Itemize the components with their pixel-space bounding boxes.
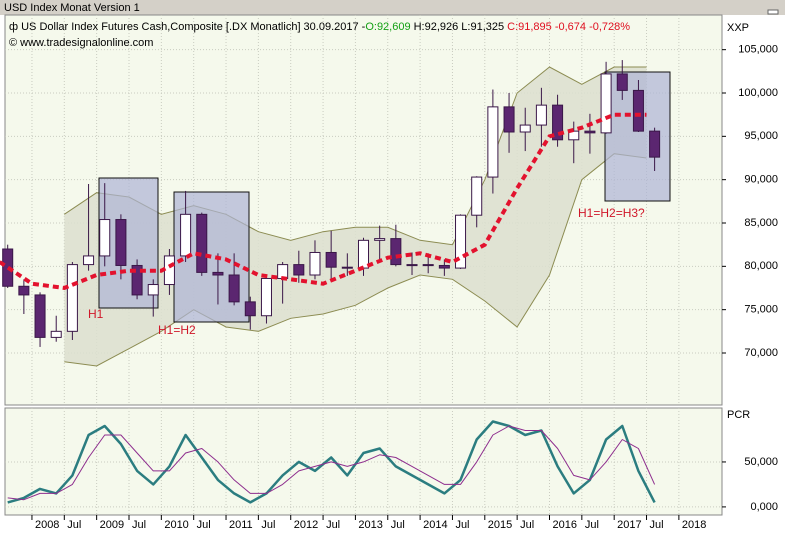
candle-body bbox=[422, 264, 434, 267]
candle-body bbox=[325, 251, 337, 268]
candle-body bbox=[535, 104, 547, 126]
candle-body bbox=[438, 264, 450, 269]
x-tick-label: 2012 bbox=[294, 519, 318, 531]
open: O:92,609 bbox=[365, 21, 410, 33]
candle-body bbox=[147, 284, 159, 296]
y-tick-label: 90,000 bbox=[744, 174, 778, 186]
x-tick-label: 2008 bbox=[35, 519, 59, 531]
close: C:91,895 -0,674 -0,728% bbox=[507, 21, 630, 33]
candle-body bbox=[406, 264, 418, 267]
x-tick-label: 2010 bbox=[164, 519, 188, 531]
title-bar bbox=[0, 0, 785, 15]
candle-body bbox=[341, 266, 353, 269]
website-line: © www.tradesignalonline.com bbox=[9, 37, 153, 49]
candle-body bbox=[632, 89, 644, 132]
candle-body bbox=[115, 219, 127, 266]
x-tick-label: 2013 bbox=[358, 519, 382, 531]
x-tick-label: Jul bbox=[585, 519, 599, 531]
candle-body bbox=[260, 277, 272, 317]
x-tick-label: Jul bbox=[197, 519, 211, 531]
grid bbox=[5, 15, 722, 515]
candle-body bbox=[584, 130, 596, 134]
candle-body bbox=[455, 214, 467, 269]
candle-body bbox=[293, 264, 305, 276]
x-tick-label: Jul bbox=[650, 519, 664, 531]
y-tick-label: 85,000 bbox=[744, 217, 778, 229]
candle-body bbox=[131, 264, 143, 296]
legend-line: ф US Dollar Index Futures Cash,Composite… bbox=[9, 21, 630, 33]
y-tick-label: 80,000 bbox=[744, 260, 778, 272]
candle-body bbox=[228, 274, 240, 303]
oscillator bbox=[7, 420, 656, 504]
x-tick-label: 2018 bbox=[682, 519, 706, 531]
x-tick-label: Jul bbox=[67, 519, 81, 531]
candle-body bbox=[471, 176, 483, 216]
candle-body bbox=[616, 73, 628, 91]
candles bbox=[0, 60, 661, 347]
candle-body bbox=[34, 294, 46, 338]
copyright: © bbox=[9, 37, 20, 49]
x-tick-label: Jul bbox=[520, 519, 534, 531]
x-tick-label: 2015 bbox=[488, 519, 512, 531]
x-tick-label: 2014 bbox=[423, 519, 447, 531]
candle-body bbox=[390, 238, 402, 266]
y-tick-label: 75,000 bbox=[744, 304, 778, 316]
candle-body bbox=[244, 301, 256, 317]
candle-body bbox=[552, 104, 564, 141]
symbol-icon: ф bbox=[9, 21, 21, 33]
x-tick-label: Jul bbox=[455, 519, 469, 531]
restore-button[interactable] bbox=[767, 9, 779, 15]
oscillator-line bbox=[7, 425, 656, 501]
x-tick-label: Jul bbox=[391, 519, 405, 531]
candle-body bbox=[180, 213, 192, 257]
candle-body bbox=[212, 271, 224, 276]
annotation: H1=H2=H3? bbox=[578, 206, 645, 220]
x-tick-label: 2016 bbox=[552, 519, 576, 531]
candle-body bbox=[519, 124, 531, 133]
y-tick-label: 95,000 bbox=[744, 130, 778, 142]
window-title: USD Index Monat Version 1 bbox=[4, 2, 140, 14]
candle-body bbox=[18, 285, 30, 296]
x-tick-label: 2011 bbox=[229, 519, 253, 531]
y-unit: PCR bbox=[727, 409, 750, 421]
candle-body bbox=[374, 238, 386, 241]
annotation: H1 bbox=[88, 307, 104, 321]
y-unit: XXP bbox=[727, 22, 749, 34]
candle-body bbox=[83, 255, 95, 266]
x-tick-label: 2017 bbox=[617, 519, 641, 531]
candle-body bbox=[50, 330, 62, 338]
candle-body bbox=[487, 106, 499, 178]
candle-body bbox=[309, 251, 321, 276]
candle-body bbox=[649, 130, 661, 158]
x-tick-label: Jul bbox=[326, 519, 340, 531]
y-tick-label: 50,000 bbox=[744, 456, 778, 468]
candle-body bbox=[2, 248, 14, 287]
annotation: H1=H2 bbox=[158, 323, 196, 337]
website: www.tradesignalonline.com bbox=[19, 37, 153, 49]
symbol: US Dollar Index Futures Cash,Composite [… bbox=[21, 21, 366, 33]
high-low: H:92,926 L:91,325 bbox=[414, 21, 505, 33]
moving-average bbox=[0, 112, 647, 291]
x-tick-label: 2009 bbox=[100, 519, 124, 531]
y-tick-label: 105,000 bbox=[738, 44, 778, 56]
candle-body bbox=[66, 264, 78, 332]
band-line bbox=[64, 153, 647, 367]
x-tick-label: Jul bbox=[261, 519, 275, 531]
y-tick-label: 70,000 bbox=[744, 347, 778, 359]
band-line bbox=[64, 66, 647, 246]
candle-body bbox=[503, 106, 515, 133]
x-tick-label: Jul bbox=[132, 519, 146, 531]
oscillator-line bbox=[7, 420, 656, 504]
candle-body bbox=[99, 219, 111, 257]
candle-body bbox=[600, 73, 612, 134]
y-tick-label: 0,000 bbox=[750, 501, 778, 513]
y-tick-label: 100,000 bbox=[738, 87, 778, 99]
candle-body bbox=[196, 213, 208, 273]
